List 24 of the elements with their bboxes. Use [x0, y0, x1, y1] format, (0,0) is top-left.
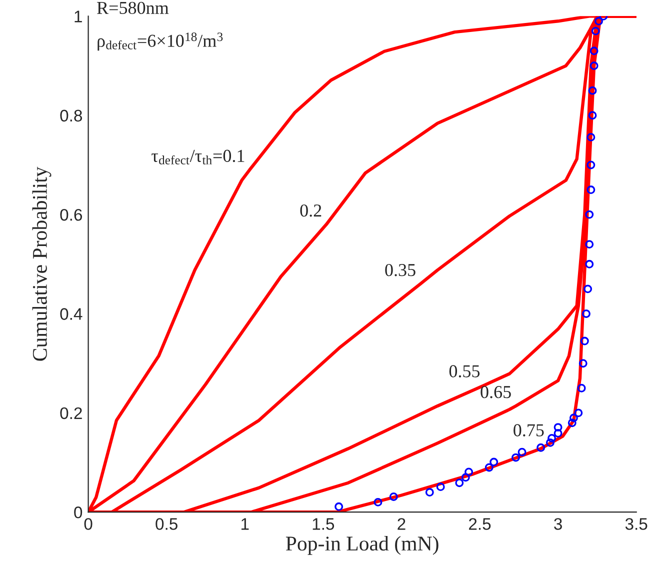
x-tick-label: 0 [84, 518, 92, 530]
x-axis-title: Pop-in Load (mN) [286, 536, 438, 555]
annotation: 0.35 [385, 264, 416, 276]
y-axis-title: Cumulative Probability [32, 166, 52, 361]
x-tick-label: 2 [398, 518, 406, 530]
annotation: τ$_{defect}$/τ$_{th}$=0.1 [152, 150, 244, 164]
x-tick-label: 1 [242, 518, 249, 530]
y-tick-label: 0 [74, 506, 82, 518]
x-tick-label: 3.5 [625, 518, 648, 530]
annotation: 0.65 [480, 386, 511, 398]
annotation: ρ$_{defect}$=6×10$^{18}$/m$^{3}$ [98, 32, 223, 51]
y-tick-label: 1 [74, 10, 82, 22]
annotation: 0.2 [300, 204, 322, 217]
annotation: 0.75 [514, 424, 544, 436]
y-tick-label: 0.8 [60, 110, 82, 122]
y-tick-label: 0.6 [60, 208, 82, 221]
x-tick-label: 3 [554, 518, 562, 530]
x-tick-label: 1.5 [312, 518, 334, 530]
annotation: 0.55 [449, 365, 480, 378]
x-tick-label: 0.5 [156, 518, 178, 530]
x-tick-label: 2.5 [469, 518, 491, 530]
y-tick-label: 0.2 [60, 407, 82, 420]
text: R=580nm [97, 2, 169, 14]
y-tick-label: 0.4 [60, 308, 82, 320]
